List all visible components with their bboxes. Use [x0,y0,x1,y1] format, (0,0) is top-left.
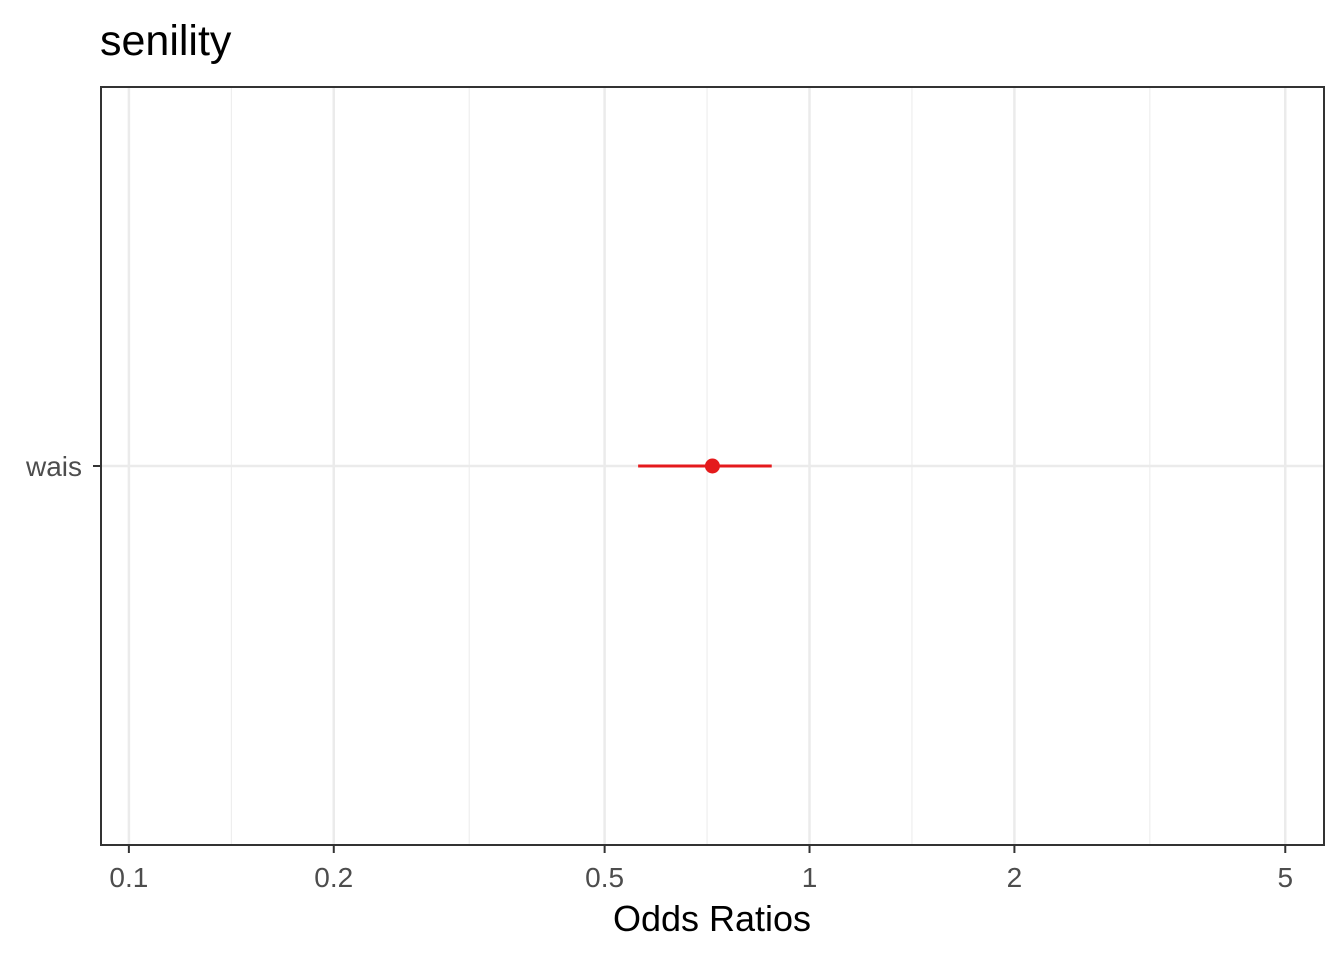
x-tick-label: 1 [802,862,818,893]
x-tick-label: 2 [1007,862,1023,893]
chart-title: senility [100,17,232,65]
y-tick-label: wais [25,451,82,482]
x-axis-title: Odds Ratios [613,898,811,939]
x-tick-label: 0.2 [314,862,353,893]
x-tick-label: 0.5 [585,862,624,893]
x-axis-ticks: 0.1 0.2 0.5 1 2 5 [109,845,1293,893]
y-axis-ticks: wais [25,451,101,482]
x-tick-label: 5 [1277,862,1293,893]
estimate-marks [638,458,772,474]
x-tick-label: 0.1 [109,862,148,893]
estimate-point [704,458,720,474]
